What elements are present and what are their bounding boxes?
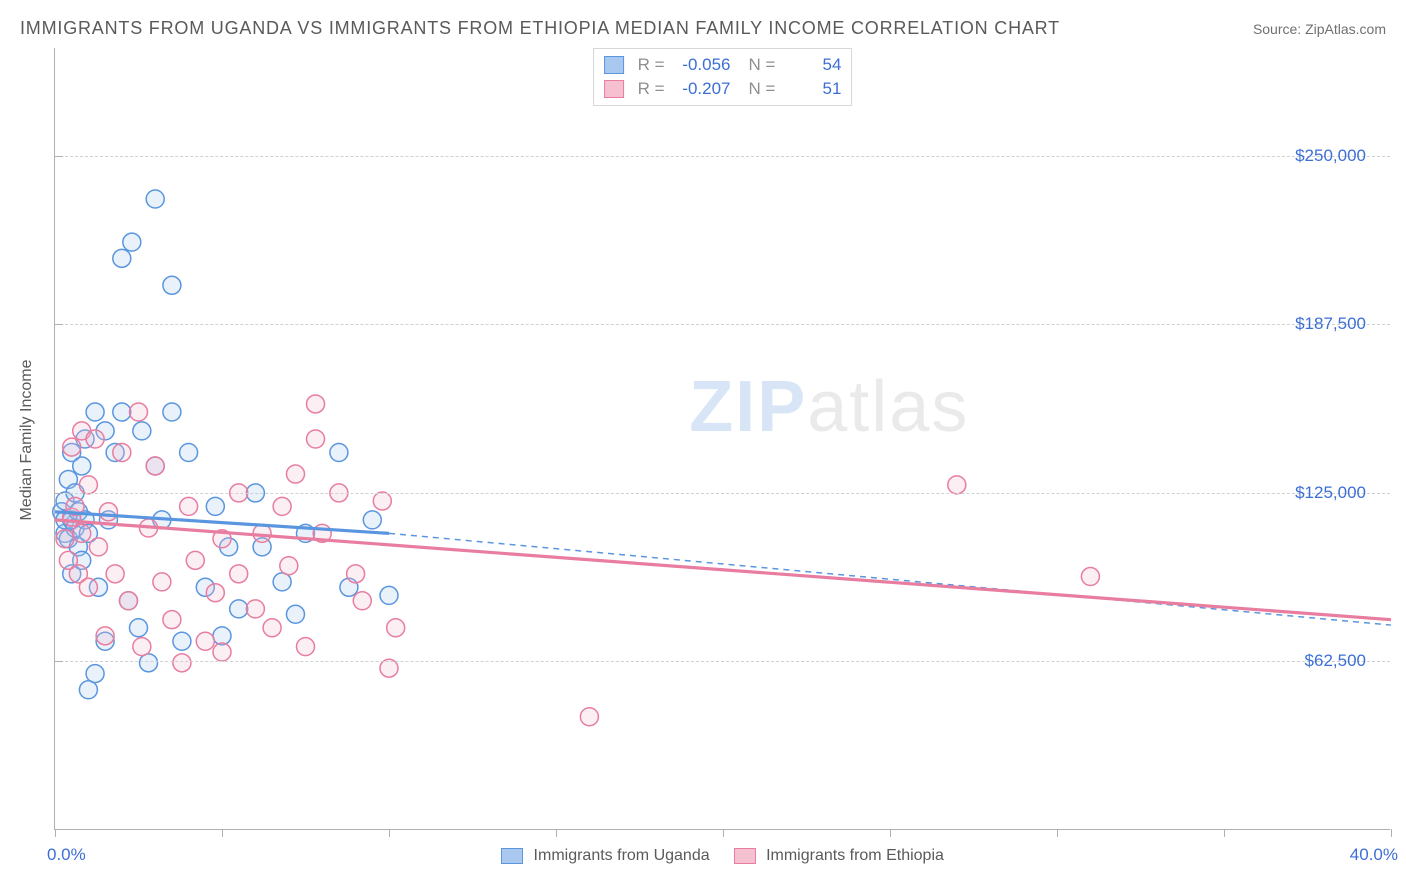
y-tick-label: $62,500: [1305, 651, 1366, 671]
n-value-uganda: 54: [783, 53, 841, 77]
data-point-ethiopia: [297, 638, 315, 656]
data-point-uganda: [213, 627, 231, 645]
data-point-uganda: [330, 443, 348, 461]
data-point-ethiopia: [273, 497, 291, 515]
r-value-ethiopia: -0.207: [673, 77, 731, 101]
bottom-legend: Immigrants from Uganda Immigrants from E…: [55, 847, 1390, 865]
plot-area: R = -0.056 N = 54 R = -0.207 N = 51 ZIPa…: [54, 48, 1390, 830]
legend-item-ethiopia: Immigrants from Ethiopia: [734, 847, 944, 865]
data-point-ethiopia: [347, 565, 365, 583]
y-tick-label: $125,000: [1295, 483, 1366, 503]
data-point-ethiopia: [173, 654, 191, 672]
data-point-uganda: [79, 681, 97, 699]
data-point-ethiopia: [1081, 568, 1099, 586]
data-point-ethiopia: [163, 611, 181, 629]
data-point-ethiopia: [99, 503, 117, 521]
data-point-uganda: [273, 573, 291, 591]
data-point-ethiopia: [353, 592, 371, 610]
data-point-uganda: [123, 233, 141, 251]
data-point-ethiopia: [56, 530, 74, 548]
y-tick-label: $187,500: [1295, 314, 1366, 334]
data-point-uganda: [163, 276, 181, 294]
data-point-ethiopia: [153, 573, 171, 591]
stats-row-ethiopia: R = -0.207 N = 51: [604, 77, 842, 101]
data-point-ethiopia: [196, 632, 214, 650]
data-point-ethiopia: [119, 592, 137, 610]
stats-legend: R = -0.056 N = 54 R = -0.207 N = 51: [593, 48, 853, 106]
x-axis-min-label: 0.0%: [47, 845, 86, 865]
r-value-uganda: -0.056: [673, 53, 731, 77]
data-point-uganda: [206, 497, 224, 515]
data-point-ethiopia: [286, 465, 304, 483]
gridline: [55, 324, 1390, 325]
data-point-ethiopia: [186, 551, 204, 569]
source-credit: Source: ZipAtlas.com: [1253, 21, 1386, 37]
y-axis-label: Median Family Income: [18, 360, 36, 521]
data-point-ethiopia: [206, 584, 224, 602]
data-point-uganda: [113, 249, 131, 267]
data-point-ethiopia: [63, 438, 81, 456]
data-point-ethiopia: [113, 443, 131, 461]
data-point-ethiopia: [79, 476, 97, 494]
data-point-uganda: [173, 632, 191, 650]
swatch-ethiopia-icon: [604, 80, 624, 98]
data-point-uganda: [140, 654, 158, 672]
y-tick-label: $250,000: [1295, 146, 1366, 166]
data-point-ethiopia: [106, 565, 124, 583]
swatch-uganda-icon: [604, 56, 624, 74]
legend-item-uganda: Immigrants from Uganda: [501, 847, 710, 865]
data-point-ethiopia: [580, 708, 598, 726]
data-point-uganda: [86, 403, 104, 421]
trendline-ext-uganda: [389, 533, 1391, 625]
gridline: [55, 493, 1390, 494]
data-point-uganda: [133, 422, 151, 440]
data-point-uganda: [380, 586, 398, 604]
data-point-ethiopia: [79, 578, 97, 596]
data-point-ethiopia: [213, 643, 231, 661]
data-point-uganda: [180, 443, 198, 461]
data-point-uganda: [230, 600, 248, 618]
data-point-ethiopia: [307, 395, 325, 413]
data-point-ethiopia: [948, 476, 966, 494]
swatch-ethiopia-icon: [734, 848, 756, 864]
data-point-uganda: [163, 403, 181, 421]
title-bar: IMMIGRANTS FROM UGANDA VS IMMIGRANTS FRO…: [20, 18, 1386, 39]
data-point-ethiopia: [280, 557, 298, 575]
swatch-uganda-icon: [501, 848, 523, 864]
data-point-ethiopia: [373, 492, 391, 510]
data-point-ethiopia: [130, 403, 148, 421]
chart-title: IMMIGRANTS FROM UGANDA VS IMMIGRANTS FRO…: [20, 18, 1060, 39]
data-point-uganda: [146, 190, 164, 208]
data-point-ethiopia: [73, 524, 91, 542]
data-point-ethiopia: [387, 619, 405, 637]
data-point-uganda: [286, 605, 304, 623]
gridline: [55, 156, 1390, 157]
data-point-ethiopia: [96, 627, 114, 645]
data-point-uganda: [363, 511, 381, 529]
data-point-ethiopia: [263, 619, 281, 637]
gridline: [55, 661, 1390, 662]
data-point-ethiopia: [89, 538, 107, 556]
n-value-ethiopia: 51: [783, 77, 841, 101]
data-point-ethiopia: [133, 638, 151, 656]
data-point-ethiopia: [307, 430, 325, 448]
data-point-ethiopia: [146, 457, 164, 475]
data-point-uganda: [113, 403, 131, 421]
data-point-uganda: [73, 457, 91, 475]
data-point-ethiopia: [230, 565, 248, 583]
x-axis-max-label: 40.0%: [1350, 845, 1398, 865]
stats-row-uganda: R = -0.056 N = 54: [604, 53, 842, 77]
data-point-uganda: [130, 619, 148, 637]
data-point-uganda: [86, 665, 104, 683]
data-point-ethiopia: [246, 600, 264, 618]
data-point-ethiopia: [180, 497, 198, 515]
data-point-ethiopia: [86, 430, 104, 448]
chart-svg: [55, 48, 1390, 829]
